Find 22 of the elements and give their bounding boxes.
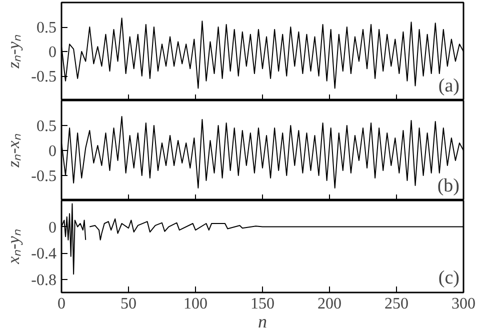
x-tick-label: 200 — [318, 296, 342, 312]
y-tick-label: -0.5 — [31, 68, 56, 86]
x-tick-label: 100 — [184, 296, 208, 312]
y-tick-label: 0.5 — [36, 20, 56, 36]
annotation: (b) — [437, 176, 460, 196]
y-tick-label: 0 — [48, 219, 56, 236]
x-axis-title: n — [258, 312, 267, 332]
y-axis-title: zₙ-yₙ — [4, 34, 24, 70]
x-tick-label: 50 — [120, 296, 136, 312]
x-tick-label: 300 — [452, 296, 476, 312]
annotation: (c) — [438, 268, 460, 288]
x-tick-label: 150 — [250, 296, 274, 312]
y-tick-label: -0.4 — [31, 246, 56, 263]
y-tick-label: -0.8 — [31, 272, 56, 289]
y-tick-label: 0.5 — [36, 118, 56, 135]
annotation: (a) — [438, 76, 460, 96]
y-axis-title: xₙ-yₙ — [4, 229, 24, 265]
y-axis-title: zₙ-xₙ — [4, 134, 24, 168]
y-tick-label: 0 — [48, 44, 56, 61]
x-tick-label: 250 — [384, 296, 408, 312]
y-tick-label: -0.5 — [31, 168, 56, 185]
y-tick-label: 0 — [48, 143, 56, 160]
